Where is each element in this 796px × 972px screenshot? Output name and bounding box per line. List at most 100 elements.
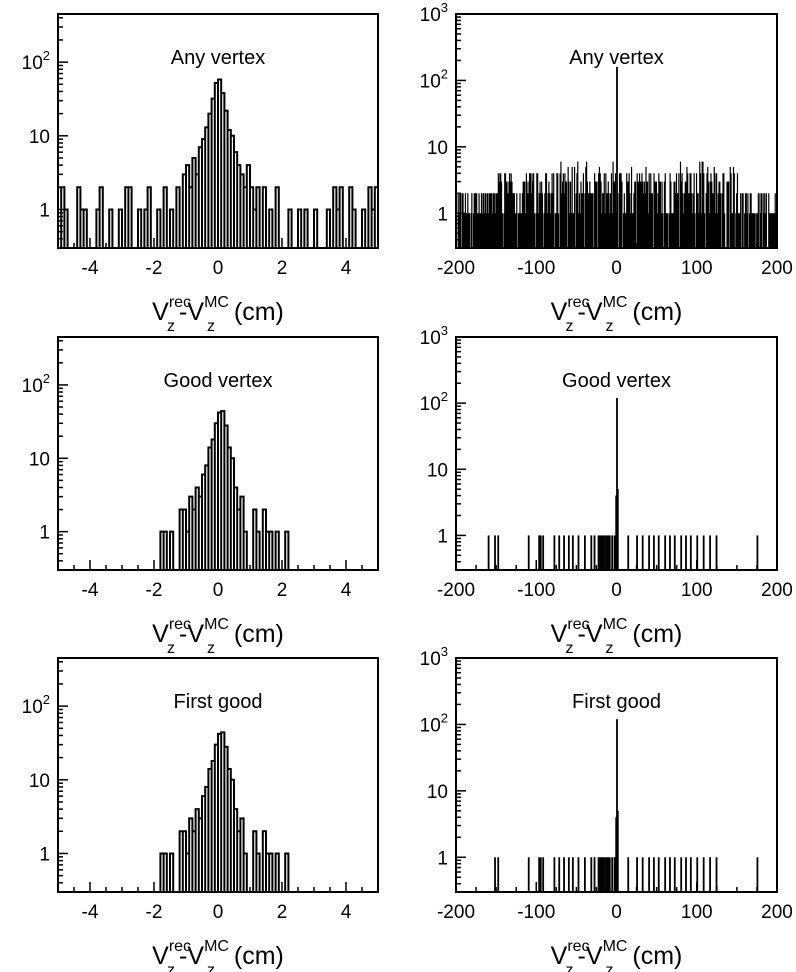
x-tick-label: 0 bbox=[213, 580, 224, 601]
histogram-bin bbox=[585, 166, 587, 248]
histogram-bin bbox=[673, 535, 676, 570]
histogram-bin bbox=[599, 535, 602, 570]
histogram-bin bbox=[762, 193, 764, 248]
histogram-bin bbox=[718, 181, 720, 248]
histogram-bin bbox=[599, 857, 602, 892]
histogram-bin bbox=[714, 173, 716, 248]
plot-area bbox=[494, 719, 759, 892]
histogram-bin bbox=[549, 193, 551, 248]
histogram-bin bbox=[594, 181, 597, 248]
histogram-bin bbox=[543, 213, 545, 248]
histogram-bin bbox=[685, 535, 687, 570]
histogram-bin bbox=[472, 213, 475, 248]
plot-area bbox=[159, 410, 290, 570]
histogram-bin bbox=[565, 181, 567, 248]
x-tick-label: -2 bbox=[146, 902, 163, 923]
histogram-bin bbox=[713, 166, 715, 248]
x-tick-label: 0 bbox=[611, 902, 622, 923]
histogram-bin bbox=[583, 857, 586, 892]
histogram-bin bbox=[622, 213, 625, 248]
x-tick-label: 100 bbox=[681, 258, 713, 279]
histogram-bin bbox=[582, 173, 584, 248]
histogram-bin bbox=[732, 166, 735, 248]
histogram-bin bbox=[512, 193, 514, 248]
histogram-bin bbox=[614, 181, 616, 248]
histogram-bin bbox=[625, 213, 627, 248]
y-tick-label: 102 bbox=[420, 66, 448, 92]
histogram-bin bbox=[636, 857, 638, 892]
histogram-bin bbox=[638, 173, 641, 248]
histogram-bin bbox=[624, 213, 626, 248]
histogram-outline bbox=[58, 78, 378, 248]
histogram-bin bbox=[577, 857, 580, 892]
x-tick-label: 2 bbox=[277, 258, 288, 279]
histogram-bin bbox=[657, 857, 660, 892]
histogram-bin bbox=[554, 213, 556, 248]
histogram-bin bbox=[771, 213, 773, 248]
histogram-bin bbox=[756, 857, 759, 892]
histogram-bin bbox=[497, 535, 500, 570]
x-tick-label: -200 bbox=[437, 258, 475, 279]
histogram-bin bbox=[773, 213, 775, 248]
histogram-bin bbox=[608, 857, 611, 892]
histogram-bin bbox=[709, 857, 711, 892]
histogram-bin bbox=[489, 193, 491, 248]
histogram-bin bbox=[732, 213, 734, 248]
histogram-bin bbox=[642, 181, 644, 248]
histogram-bin bbox=[511, 181, 513, 248]
histogram-bin bbox=[584, 193, 586, 248]
histogram-bin bbox=[556, 173, 558, 248]
histogram-bin bbox=[646, 181, 648, 248]
histogram-bin bbox=[648, 535, 650, 570]
histogram-bin bbox=[558, 857, 561, 892]
histogram-bin bbox=[522, 181, 524, 248]
histogram-bin bbox=[586, 181, 589, 248]
histogram-bin bbox=[671, 213, 673, 248]
histogram-bin bbox=[509, 181, 511, 248]
histogram-bin bbox=[744, 193, 747, 248]
histogram-bin bbox=[604, 535, 606, 570]
histogram-bin bbox=[655, 181, 658, 248]
y-tick-label: 10 bbox=[29, 449, 50, 470]
histogram-bin bbox=[634, 181, 636, 248]
histogram-bin bbox=[627, 181, 629, 248]
histogram-bin bbox=[719, 181, 721, 248]
histogram-bin bbox=[545, 173, 548, 248]
histogram-bin bbox=[696, 193, 698, 248]
histogram-bin bbox=[590, 535, 593, 570]
histogram-bin bbox=[519, 193, 521, 248]
x-tick-label: 200 bbox=[761, 258, 793, 279]
histogram-bin bbox=[623, 193, 625, 248]
histogram-bin bbox=[611, 857, 614, 892]
histogram-bin bbox=[555, 213, 557, 248]
histogram-bin bbox=[504, 173, 507, 248]
panel-title: First good bbox=[174, 691, 263, 713]
histogram-bin bbox=[468, 213, 471, 248]
histogram-bin bbox=[525, 173, 528, 248]
histogram-bin bbox=[653, 173, 655, 248]
histogram-bin bbox=[676, 193, 678, 248]
x-tick-label: -2 bbox=[146, 258, 163, 279]
histogram-bin bbox=[605, 857, 608, 892]
x-axis-title: Vrec z-VMC z (cm) bbox=[551, 616, 683, 657]
histogram-bin bbox=[465, 213, 467, 248]
histogram-bin bbox=[667, 213, 669, 248]
histogram-bin bbox=[535, 213, 537, 248]
x-tick-label: 0 bbox=[213, 902, 224, 923]
histogram-bin bbox=[631, 213, 633, 248]
histogram-bin bbox=[634, 181, 637, 248]
histogram-bin bbox=[735, 213, 737, 248]
histogram-bin bbox=[683, 213, 685, 248]
histogram-bin bbox=[765, 193, 767, 248]
histogram-bin bbox=[480, 193, 483, 248]
histogram-bin bbox=[613, 181, 615, 248]
histogram-bin bbox=[708, 213, 710, 248]
histogram-bin bbox=[575, 193, 577, 248]
histogram-bin bbox=[660, 213, 662, 248]
histogram-bin bbox=[661, 181, 663, 248]
histogram-bin bbox=[715, 535, 718, 570]
histogram-bin bbox=[745, 193, 747, 248]
histogram-bin bbox=[697, 193, 699, 248]
histogram-bin bbox=[565, 181, 568, 248]
histogram-bin bbox=[479, 213, 481, 248]
